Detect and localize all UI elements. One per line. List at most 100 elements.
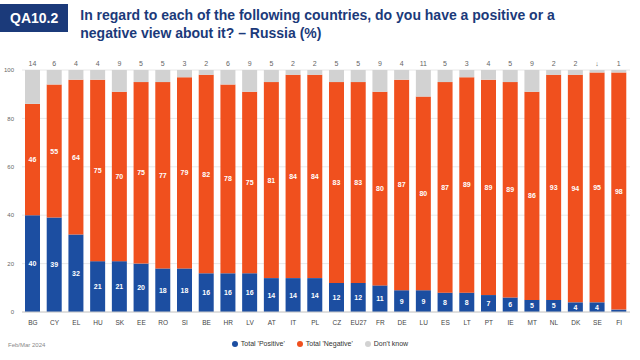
- svg-text:SE: SE: [593, 319, 602, 326]
- svg-text:4: 4: [487, 60, 491, 67]
- svg-text:40: 40: [29, 260, 37, 267]
- svg-text:16: 16: [224, 289, 232, 296]
- svg-text:84: 84: [311, 173, 319, 180]
- svg-text:ES: ES: [441, 319, 450, 326]
- svg-text:9: 9: [117, 60, 121, 67]
- svg-text:8: 8: [443, 299, 447, 306]
- svg-text:100: 100: [8, 67, 15, 73]
- svg-text:2: 2: [552, 60, 556, 67]
- svg-text:95: 95: [593, 184, 601, 191]
- svg-text:78: 78: [224, 175, 232, 182]
- svg-text:1: 1: [617, 60, 621, 67]
- svg-text:18: 18: [159, 287, 167, 294]
- svg-text:75: 75: [94, 167, 102, 174]
- svg-text:83: 83: [354, 179, 362, 186]
- svg-text:5: 5: [269, 60, 273, 67]
- svg-text:IE: IE: [507, 319, 514, 326]
- svg-text:IT: IT: [291, 319, 297, 326]
- svg-text:4: 4: [74, 60, 78, 67]
- svg-text:20: 20: [8, 261, 15, 267]
- svg-text:84: 84: [289, 173, 297, 180]
- svg-text:EL: EL: [72, 319, 80, 326]
- svg-text:3: 3: [183, 60, 187, 67]
- svg-text:2: 2: [291, 60, 295, 67]
- svg-text:75: 75: [246, 179, 254, 186]
- svg-text:5: 5: [335, 60, 339, 67]
- svg-text:HR: HR: [224, 319, 234, 326]
- svg-text:FR: FR: [376, 319, 385, 326]
- svg-text:7: 7: [487, 300, 491, 307]
- svg-text:LV: LV: [246, 319, 254, 326]
- svg-text:75: 75: [137, 169, 145, 176]
- svg-text:14: 14: [29, 60, 37, 67]
- svg-text:5: 5: [443, 60, 447, 67]
- svg-text:14: 14: [289, 292, 297, 299]
- svg-text:11: 11: [376, 295, 384, 302]
- svg-text:87: 87: [398, 181, 406, 188]
- svg-text:64: 64: [72, 154, 80, 161]
- svg-text:SI: SI: [182, 319, 188, 326]
- svg-text:98: 98: [615, 188, 623, 195]
- svg-text:4: 4: [595, 304, 599, 311]
- svg-text:9: 9: [530, 60, 534, 67]
- svg-text:16: 16: [202, 289, 210, 296]
- svg-text:18: 18: [181, 287, 189, 294]
- svg-text:79: 79: [181, 169, 189, 176]
- svg-text:LT: LT: [464, 319, 471, 326]
- svg-text:80: 80: [376, 185, 384, 192]
- svg-text:9: 9: [248, 60, 252, 67]
- svg-text:94: 94: [571, 185, 579, 192]
- svg-text:RO: RO: [158, 319, 168, 326]
- svg-text:12: 12: [354, 294, 362, 301]
- svg-text:FI: FI: [616, 319, 622, 326]
- svg-text:EU27: EU27: [350, 319, 367, 326]
- svg-text:SK: SK: [115, 319, 124, 326]
- svg-text:9: 9: [400, 298, 404, 305]
- svg-text:DE: DE: [397, 319, 407, 326]
- svg-text:LU: LU: [420, 319, 429, 326]
- svg-text:60: 60: [8, 164, 15, 170]
- svg-text:6: 6: [52, 60, 56, 67]
- svg-text:AT: AT: [268, 319, 276, 326]
- svg-text:↓: ↓: [595, 60, 599, 67]
- svg-text:NL: NL: [550, 319, 559, 326]
- svg-text:5: 5: [356, 60, 360, 67]
- svg-text:40: 40: [8, 212, 15, 218]
- svg-text:89: 89: [463, 181, 471, 188]
- svg-text:55: 55: [50, 148, 58, 155]
- svg-text:32: 32: [72, 270, 80, 277]
- svg-text:46: 46: [29, 156, 37, 163]
- svg-text:CZ: CZ: [333, 319, 342, 326]
- svg-text:2: 2: [313, 60, 317, 67]
- svg-text:89: 89: [485, 184, 493, 191]
- svg-text:PL: PL: [311, 319, 319, 326]
- svg-text:5: 5: [552, 302, 556, 309]
- svg-text:14: 14: [311, 292, 319, 299]
- svg-text:MT: MT: [528, 319, 537, 326]
- svg-text:16: 16: [246, 289, 254, 296]
- svg-text:9: 9: [378, 60, 382, 67]
- svg-text:9: 9: [421, 298, 425, 305]
- svg-text:4: 4: [400, 60, 404, 67]
- svg-text:2: 2: [573, 60, 577, 67]
- svg-text:6: 6: [226, 60, 230, 67]
- svg-text:2: 2: [204, 60, 208, 67]
- svg-text:BE: BE: [202, 319, 211, 326]
- svg-text:86: 86: [528, 192, 536, 199]
- svg-text:EE: EE: [137, 319, 146, 326]
- svg-text:4: 4: [573, 304, 577, 311]
- svg-text:93: 93: [550, 184, 558, 191]
- svg-text:14: 14: [267, 292, 275, 299]
- svg-text:80: 80: [8, 116, 15, 122]
- svg-text:PT: PT: [485, 319, 493, 326]
- svg-text:BG: BG: [28, 319, 37, 326]
- svg-text:20: 20: [137, 284, 145, 291]
- svg-text:6: 6: [508, 301, 512, 308]
- svg-text:4: 4: [96, 60, 100, 67]
- svg-text:3: 3: [465, 60, 469, 67]
- svg-text:HU: HU: [93, 319, 103, 326]
- svg-text:DK: DK: [571, 319, 581, 326]
- svg-text:8: 8: [465, 299, 469, 306]
- svg-text:5: 5: [139, 60, 143, 67]
- svg-text:11: 11: [420, 60, 427, 67]
